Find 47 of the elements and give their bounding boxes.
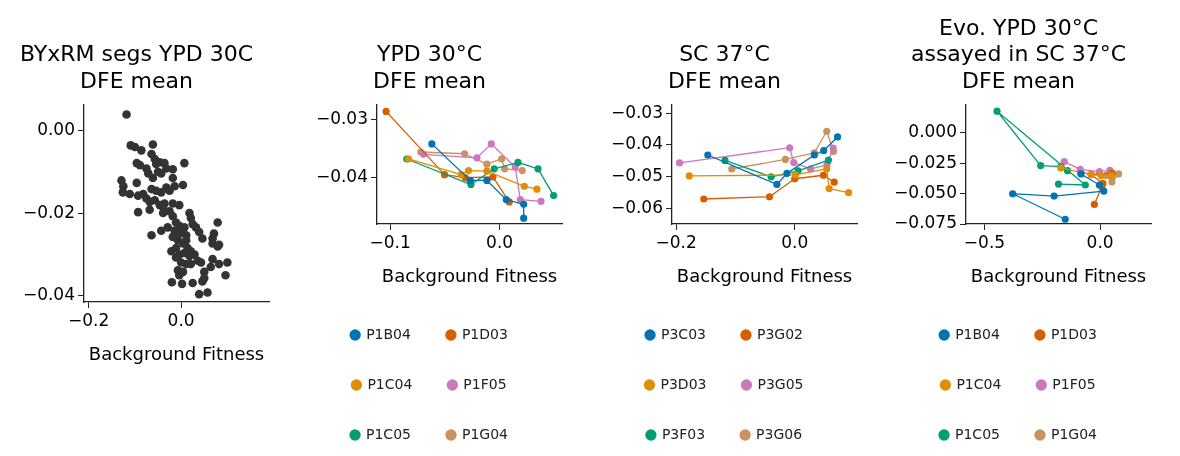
x-axis-title: Background Fitness xyxy=(88,342,265,364)
y-tick-label: −0.05 xyxy=(610,164,663,185)
chart-title: SC 37°C DFE mean xyxy=(668,41,781,93)
y-tick-label: −0.03 xyxy=(315,107,368,128)
legend-label: P3D03 xyxy=(660,375,707,392)
x-axis-title: Background Fitness xyxy=(381,264,558,286)
y-tick-label: −0.02 xyxy=(22,201,75,222)
legend-label: P1C05 xyxy=(366,425,411,442)
y-tick-label: −0.025 xyxy=(894,151,957,172)
legend-label: P1B04 xyxy=(955,325,1000,342)
legend-label: P3G02 xyxy=(756,325,803,342)
x-tick-label: 0.0 xyxy=(1086,231,1114,252)
y-tick-label: −0.03 xyxy=(610,101,663,122)
x-tick-label: 0.0 xyxy=(781,231,809,252)
x-tick-label: −0.2 xyxy=(655,231,697,252)
legend-label: P1D03 xyxy=(461,325,508,342)
y-tick-label: −0.050 xyxy=(894,182,957,203)
y-tick-label: 0.00 xyxy=(37,119,75,140)
legend-label: P1B04 xyxy=(366,325,411,342)
y-tick-label: 0.000 xyxy=(908,121,957,142)
legend-label: P1G04 xyxy=(1050,425,1098,442)
y-tick-label: −0.075 xyxy=(894,212,957,233)
chart-title: Evo. YPD 30°C assayed in SC 37°C DFE mean xyxy=(910,14,1127,93)
legend-label: P1D03 xyxy=(1050,325,1097,342)
legend-label: P1F05 xyxy=(463,375,507,392)
legend-label: P1G04 xyxy=(461,425,509,442)
legend-label: P1C05 xyxy=(955,425,1000,442)
y-tick-label: −0.04 xyxy=(22,284,75,305)
chart-title: BYxRM segs YPD 30C DFE mean xyxy=(19,41,254,93)
legend-label: P3F03 xyxy=(661,425,706,442)
y-tick-label: −0.04 xyxy=(315,165,368,186)
x-tick-label: −0.5 xyxy=(963,231,1006,252)
y-tick-label: −0.06 xyxy=(610,196,663,217)
chart-title: YPD 30°C DFE mean xyxy=(373,41,486,93)
legend-label: P3G06 xyxy=(756,425,803,442)
legend-label: P1F05 xyxy=(1052,375,1096,392)
x-tick-label: 0.0 xyxy=(167,309,195,330)
legend-label: P3G05 xyxy=(757,375,804,392)
x-axis-title: Background Fitness xyxy=(970,264,1147,286)
y-tick-label: −0.04 xyxy=(610,133,663,154)
legend-label: P1C04 xyxy=(956,375,1002,392)
x-tick-label: −0.2 xyxy=(67,309,110,330)
legend-label: P1C04 xyxy=(367,375,413,392)
x-tick-label: −0.1 xyxy=(369,231,411,252)
legend-label: P3C03 xyxy=(661,325,706,342)
x-axis-title: Background Fitness xyxy=(676,264,853,286)
x-tick-label: 0.0 xyxy=(486,231,514,252)
